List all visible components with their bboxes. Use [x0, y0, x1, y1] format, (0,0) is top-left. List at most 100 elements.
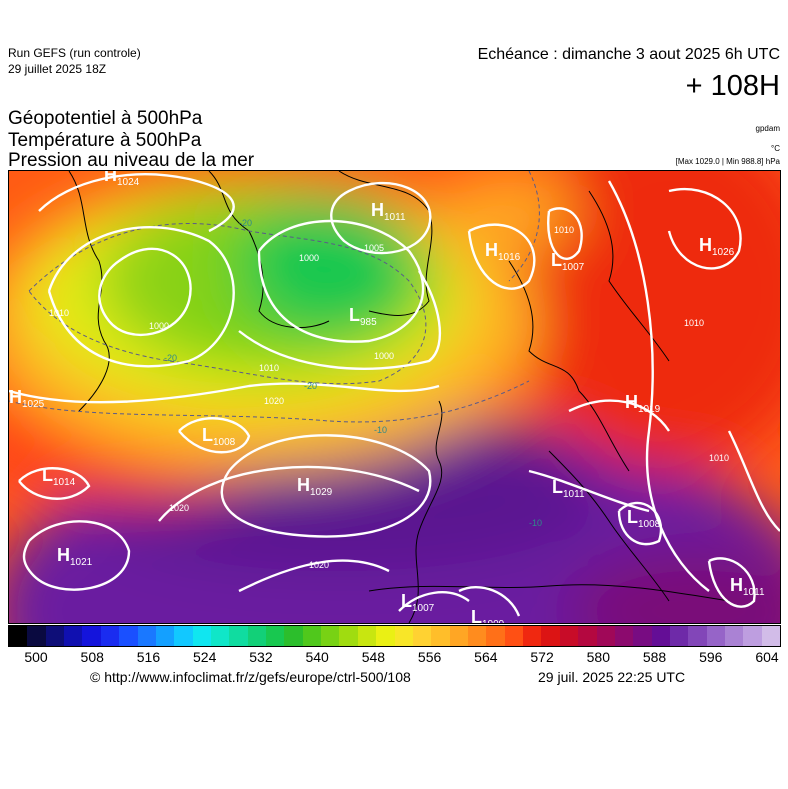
colorbar-swatch: [119, 626, 138, 646]
isobar-label: 1020: [264, 396, 284, 406]
colorbar-swatch: [155, 626, 175, 646]
colorbar-swatch: [467, 626, 487, 646]
title-temperature: Température à 500hPa: [8, 130, 202, 151]
colorbar-swatch: [486, 626, 505, 646]
pressure-center: H1025: [9, 387, 45, 410]
colorbar-swatch: [743, 626, 762, 646]
pressure-center: H1011: [371, 200, 406, 223]
colorbar-swatch: [137, 626, 156, 646]
colorbar-swatch: [651, 626, 670, 646]
colorbar-swatch: [82, 626, 101, 646]
colorbar-tick-label: 540: [305, 649, 329, 665]
pressure-center: L1009: [471, 607, 505, 623]
isotherm-labels: -20 -20 -20 -10 -10: [164, 218, 542, 528]
colorbar-tick-label: 564: [474, 649, 498, 665]
colorbar-swatch: [64, 626, 83, 646]
colorbar-tick-label: 532: [249, 649, 273, 665]
isobar-label: 1000: [299, 253, 319, 263]
colorbar-swatch: [412, 626, 432, 646]
pressure-center: H1029: [297, 475, 333, 498]
pressure-center: H1026: [699, 235, 735, 258]
pressure-centers: H1024 H1011 L985 H1016 L1007 H1026 H1025 L1008 L…: [9, 171, 765, 623]
colorbar-swatch: [394, 626, 413, 646]
colorbar-swatch: [504, 626, 524, 646]
isobars: [9, 173, 780, 617]
colorbar-swatch: [688, 626, 707, 646]
map-svg: H1024 H1011 L985 H1016 L1007 H1026 H1025 L1008 L…: [9, 171, 780, 623]
colorbar-swatch: [247, 626, 267, 646]
colorbar-tick-label: 580: [586, 649, 610, 665]
colorbar-swatch: [578, 626, 597, 646]
valid-time: Echéance : dimanche 3 aout 2025 6h UTC: [477, 46, 780, 63]
colorbar-swatch: [669, 626, 689, 646]
pressure-center: L1008: [202, 425, 236, 448]
title-pressure: Pression au niveau de la mer: [8, 150, 255, 171]
pressure-center: L985: [349, 305, 377, 328]
colorbar-swatch: [339, 626, 358, 646]
pressure-center: L1007: [401, 591, 435, 614]
pressure-center: L1011: [552, 477, 585, 500]
weather-map: H1024 H1011 L985 H1016 L1007 H1026 H1025 L1008 L…: [8, 170, 781, 624]
title-geopotential: Géopotentiel à 500hPa: [8, 108, 203, 129]
isobar-label: 1020: [169, 503, 189, 513]
colorbar-tick-label: 524: [193, 649, 217, 665]
geopotential-field: [9, 171, 780, 623]
isobar-label: 1000: [149, 321, 169, 331]
colorbar-swatch: [449, 626, 468, 646]
colorbar-tick-label: 596: [699, 649, 723, 665]
colorbar-swatch: [266, 626, 285, 646]
lead-time: + 108H: [685, 70, 780, 102]
colorbar-swatch: [761, 626, 781, 646]
generation-timestamp: 29 juil. 2025 22:25 UTC: [538, 669, 686, 685]
isotherm-label: -20: [239, 218, 252, 228]
colorbar-swatch: [45, 626, 65, 646]
colorbar-tick-label: 516: [136, 649, 161, 665]
colorbar-swatch: [100, 626, 120, 646]
pressure-center: L1008: [627, 507, 661, 530]
isotherm-label: -10: [529, 518, 542, 528]
isobar-label: 1010: [684, 318, 704, 328]
colorbar-swatch: [321, 626, 340, 646]
colorbar-swatch: [633, 626, 652, 646]
colorbar-swatch: [27, 626, 46, 646]
unit-geopotential: gpdam: [755, 124, 780, 133]
run-date: 29 juillet 2025 18Z: [8, 62, 107, 76]
colorbar-tick-label: 500: [24, 649, 48, 665]
colorbar-swatch: [725, 626, 744, 646]
run-name: Run GEFS (run controle): [8, 46, 141, 60]
colorbar-swatch: [614, 626, 634, 646]
isobar-label: 1010: [49, 308, 69, 318]
colorbar-swatch: [559, 626, 579, 646]
isobar-label: 1010: [554, 225, 574, 235]
colorbar-swatch: [210, 626, 230, 646]
colorbar-swatch: [284, 626, 303, 646]
colorbar-swatch: [229, 626, 248, 646]
colorbar-swatch: [192, 626, 211, 646]
pressure-center: H1021: [57, 545, 93, 568]
isotherm-label: -20: [164, 353, 177, 363]
colorbar-tick-label: 508: [80, 649, 104, 665]
colorbar: [8, 625, 781, 647]
colorbar-swatch: [706, 626, 726, 646]
credit-link[interactable]: © http://www.infoclimat.fr/z/gefs/europe…: [90, 669, 411, 685]
colorbar-tick-label: 604: [755, 649, 779, 665]
isobar-label: 1020: [309, 560, 329, 570]
colorbar-tick-label: 548: [361, 649, 386, 665]
colorbar-tick-label: 556: [417, 649, 442, 665]
colorbar-swatch: [541, 626, 560, 646]
pressure-center: H1019: [625, 392, 661, 415]
colorbar-swatch: [174, 626, 193, 646]
isobar-label: 1010: [709, 453, 729, 463]
colorbar-labels: 500 508 516 524 532 540 548 556 564 572 580 588 596 6…: [8, 649, 779, 667]
pressure-center: H1016: [485, 240, 521, 263]
pressure-center: L1014: [42, 465, 76, 488]
colorbar-swatch: [302, 626, 322, 646]
colorbar-tick-label: 588: [642, 649, 667, 665]
pressure-center: H1024: [104, 171, 140, 188]
colorbar-swatch: [523, 626, 542, 646]
isobar-label: 1000: [374, 351, 394, 361]
colorbar-swatch: [431, 626, 450, 646]
unit-temperature: °C: [771, 144, 780, 153]
isotherms: [9, 171, 540, 423]
isobar-label: 1010: [259, 363, 279, 373]
